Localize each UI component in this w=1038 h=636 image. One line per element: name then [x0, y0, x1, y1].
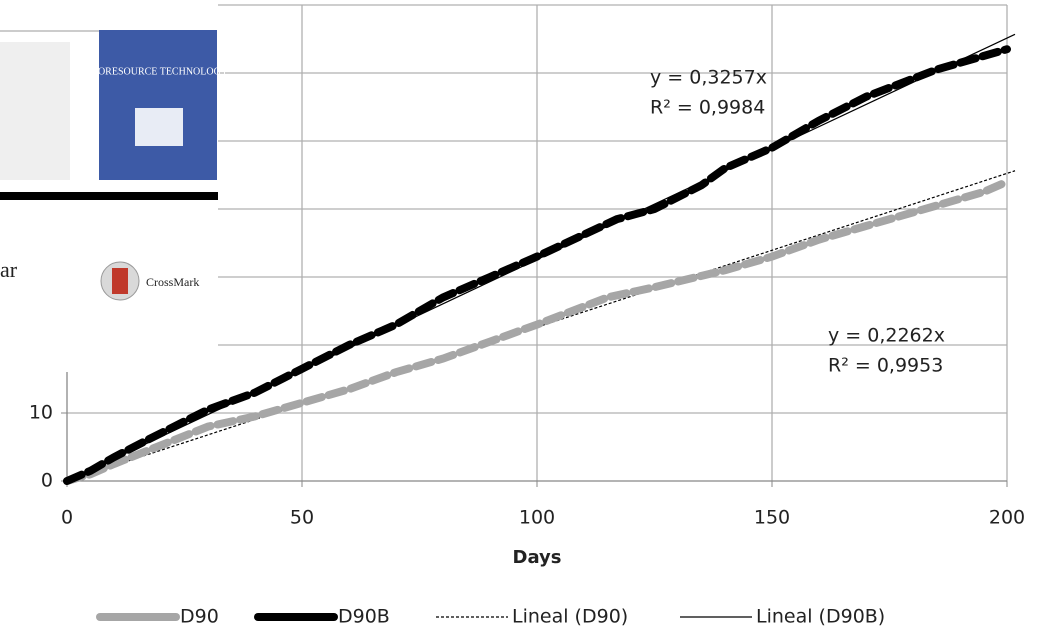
overlay-fragment: ar — [0, 257, 18, 282]
overlay-bar — [0, 192, 218, 200]
cover-figure — [135, 108, 183, 146]
x-tick-label: 100 — [519, 507, 555, 529]
y-tick-label: 10 — [29, 402, 53, 424]
legend-label: Lineal (D90B) — [756, 606, 885, 628]
journal-cover — [99, 30, 217, 180]
x-tick-label: 0 — [61, 507, 73, 529]
x-tick-label: 150 — [754, 507, 790, 529]
trend-equation: y = 0,3257x — [650, 67, 767, 89]
crossmark-text: CrossMark — [146, 275, 199, 289]
legend-label: D90B — [338, 606, 390, 628]
series-line — [63, 177, 1011, 485]
y-tick-label: 0 — [41, 470, 53, 492]
x-axis-label: Days — [513, 547, 562, 568]
x-tick-label: 50 — [290, 507, 314, 529]
journal-title: BIORESOURCE TECHNOLOGY — [88, 66, 228, 77]
legend-label: D90 — [180, 606, 219, 628]
trend-r2: R² = 0,9953 — [828, 355, 943, 377]
journal-overlay: BIORESOURCE TECHNOLOGY ar CrossMark — [0, 0, 228, 372]
trendline — [66, 170, 1016, 482]
legend-label: Lineal (D90) — [512, 606, 628, 628]
series-line — [63, 45, 1011, 485]
crossmark-flag — [112, 268, 128, 294]
trend-equation: y = 0,2262x — [828, 325, 945, 347]
trend-r2: R² = 0,9984 — [650, 97, 765, 119]
x-tick-label: 200 — [989, 507, 1025, 529]
overlay-box — [0, 42, 70, 180]
